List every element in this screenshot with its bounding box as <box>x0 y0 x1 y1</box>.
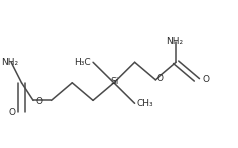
Text: O: O <box>9 108 16 117</box>
Text: CH₃: CH₃ <box>137 99 153 108</box>
Text: H₃C: H₃C <box>74 58 91 67</box>
Text: O: O <box>35 97 42 106</box>
Text: O: O <box>203 75 210 84</box>
Text: O: O <box>157 74 164 83</box>
Text: Si: Si <box>111 77 119 86</box>
Text: NH₂: NH₂ <box>1 58 19 67</box>
Text: NH₂: NH₂ <box>166 37 183 46</box>
